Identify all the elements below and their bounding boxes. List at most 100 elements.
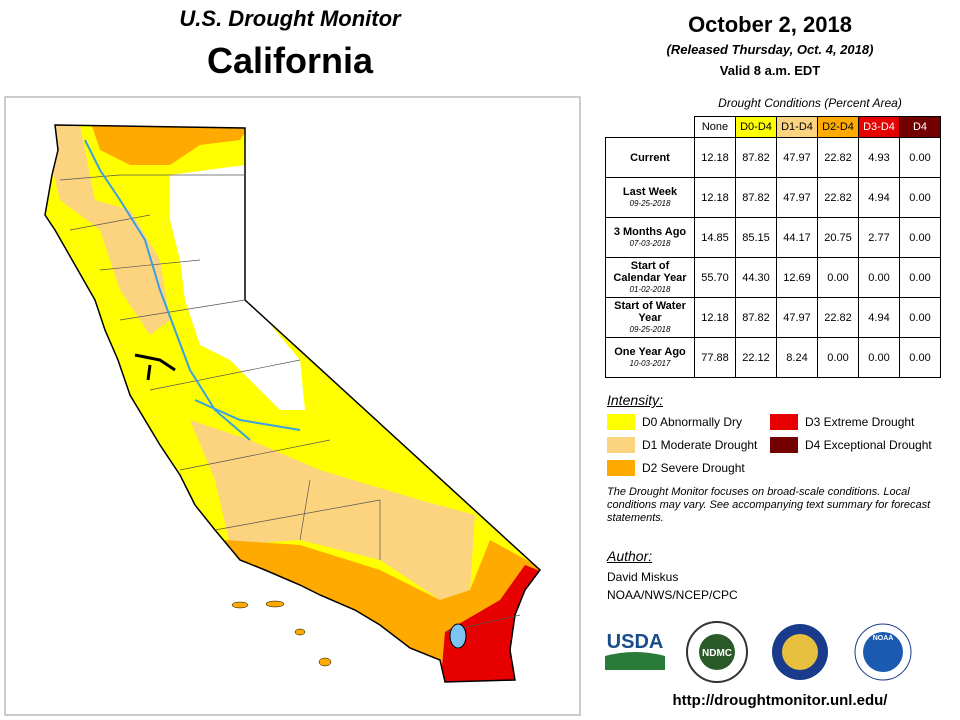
row-name: Start of Calendar Year bbox=[613, 259, 687, 284]
url: http://droughtmonitor.unl.edu/ bbox=[672, 692, 888, 709]
logos: USDA NDMC NOAA bbox=[605, 621, 912, 683]
cell: 0.00 bbox=[899, 337, 941, 378]
title: U.S. Drought Monitor bbox=[179, 6, 401, 31]
author-name: David Miskus bbox=[607, 570, 679, 584]
row-label: Last Week 09-25-2018 bbox=[605, 177, 695, 218]
intensity-title: Intensity: bbox=[607, 392, 664, 408]
rivers bbox=[84, 139, 301, 441]
usda-logo: USDA bbox=[607, 631, 664, 653]
row-label: Current bbox=[605, 137, 695, 178]
cell: 12.18 bbox=[694, 177, 736, 218]
column-header: D3-D4 bbox=[858, 116, 900, 138]
cell: 8.24 bbox=[776, 337, 818, 378]
cell: 47.97 bbox=[776, 177, 818, 218]
cell: 22.82 bbox=[817, 137, 859, 178]
cell: 22.12 bbox=[735, 337, 777, 378]
cell: 44.30 bbox=[735, 257, 777, 298]
ndmc-logo: NDMC bbox=[702, 648, 732, 659]
islands bbox=[231, 600, 332, 667]
cell: 0.00 bbox=[899, 257, 941, 298]
row-label: Start of Calendar Year 01-02-2018 bbox=[605, 257, 695, 298]
cell: 0.00 bbox=[899, 137, 941, 178]
map bbox=[4, 96, 581, 716]
row-date: 01-02-2018 bbox=[629, 284, 671, 294]
author-title: Author: bbox=[607, 548, 653, 564]
legend-label: D4 Exceptional Drought bbox=[805, 438, 932, 452]
data-row: One Year Ago 10-03-2017 77.88 22.12 8.24 0.00… bbox=[605, 337, 941, 378]
cell: 44.17 bbox=[776, 217, 818, 258]
cell: 0.00 bbox=[899, 217, 941, 258]
cell: 12.18 bbox=[694, 137, 736, 178]
row-name: Start of Water Year bbox=[614, 299, 686, 324]
row-name: Current bbox=[630, 151, 670, 164]
column-header: D4 bbox=[899, 116, 941, 138]
salton-sea bbox=[449, 623, 467, 649]
corner bbox=[606, 117, 695, 138]
legend-swatch bbox=[770, 414, 798, 430]
data-row: Last Week 09-25-2018 12.18 87.82 47.97 22.82 4… bbox=[605, 177, 941, 218]
data-row: Current 12.18 87.82 47.97 22.82 4.93 0.00 bbox=[605, 137, 941, 178]
note: The Drought Monitor focuses on broad-sca… bbox=[607, 486, 931, 524]
cell: 87.82 bbox=[735, 177, 777, 218]
cell: 77.88 bbox=[694, 337, 736, 378]
cell: 0.00 bbox=[899, 297, 941, 338]
row-label: Start of Water Year 09-25-2018 bbox=[605, 297, 695, 338]
cell: 55.70 bbox=[694, 257, 736, 298]
cell: 0.00 bbox=[858, 337, 900, 378]
row-name: Last Week bbox=[622, 185, 678, 198]
cell: 2.77 bbox=[858, 217, 900, 258]
data-row: 3 Months Ago 07-03-2018 14.85 85.15 44.17 20.… bbox=[605, 217, 941, 258]
column-header: D0-D4 bbox=[735, 116, 777, 138]
legend-label: D0 Abnormally Dry bbox=[642, 415, 743, 429]
row-name: One Year Ago bbox=[614, 345, 686, 358]
legend-label: D2 Severe Drought bbox=[642, 461, 745, 475]
legend-swatch bbox=[607, 414, 635, 430]
cell: 12.69 bbox=[776, 257, 818, 298]
cell: 4.94 bbox=[858, 177, 900, 218]
cell: 0.00 bbox=[858, 257, 900, 298]
cell: 0.00 bbox=[817, 337, 859, 378]
cell: 0.00 bbox=[899, 177, 941, 218]
row-date: 07-03-2018 bbox=[629, 238, 671, 248]
column-header: D1-D4 bbox=[776, 116, 818, 138]
legend-label: D1 Moderate Drought bbox=[642, 438, 758, 452]
cell: 22.82 bbox=[817, 297, 859, 338]
cell: 4.93 bbox=[858, 137, 900, 178]
data-row: Start of Water Year 09-25-2018 12.18 87.82 4… bbox=[605, 297, 941, 338]
cell: 22.82 bbox=[817, 177, 859, 218]
cell: 14.85 bbox=[694, 217, 736, 258]
cell: 0.00 bbox=[817, 257, 859, 298]
date: October 2, 2018 bbox=[688, 12, 852, 37]
cell: 87.82 bbox=[735, 297, 777, 338]
legend-swatch bbox=[607, 437, 635, 453]
row-date: 09-25-2018 bbox=[629, 198, 671, 208]
county-lines bbox=[59, 174, 521, 633]
release-date: (Released Thursday, Oct. 4, 2018) bbox=[666, 42, 874, 57]
cell: 47.97 bbox=[776, 137, 818, 178]
author-org: NOAA/NWS/NCEP/CPC bbox=[607, 588, 738, 602]
cell: 4.94 bbox=[858, 297, 900, 338]
row-date: 09-25-2018 bbox=[629, 324, 671, 334]
row-label: One Year Ago 10-03-2017 bbox=[605, 337, 695, 378]
legend-swatch bbox=[607, 460, 635, 476]
state-name: California bbox=[206, 40, 374, 81]
valid-time: Valid 8 a.m. EDT bbox=[719, 63, 821, 78]
row-name: 3 Months Ago bbox=[613, 225, 687, 238]
cell: 47.97 bbox=[776, 297, 818, 338]
legend-label: D3 Extreme Drought bbox=[805, 415, 915, 429]
conditions-table: None D0-D4 D1-D4 D2-D4 D3-D4 D4 Current 12.18 87… bbox=[605, 116, 941, 378]
table-caption: Drought Conditions (Percent Area) bbox=[718, 96, 902, 110]
header-row: None D0-D4 D1-D4 D2-D4 D3-D4 D4 bbox=[606, 116, 941, 138]
noaa-logo: NOAA bbox=[873, 635, 894, 642]
cell: 20.75 bbox=[817, 217, 859, 258]
row-date: 10-03-2017 bbox=[629, 358, 671, 368]
legend-swatch bbox=[770, 437, 798, 453]
cell: 12.18 bbox=[694, 297, 736, 338]
cell: 85.15 bbox=[735, 217, 777, 258]
bay bbox=[134, 353, 176, 381]
cell: 87.82 bbox=[735, 137, 777, 178]
data-row: Start of Calendar Year 01-02-2018 55.70 44.… bbox=[605, 257, 941, 298]
column-header: None bbox=[694, 116, 736, 138]
column-header: D2-D4 bbox=[817, 116, 859, 138]
